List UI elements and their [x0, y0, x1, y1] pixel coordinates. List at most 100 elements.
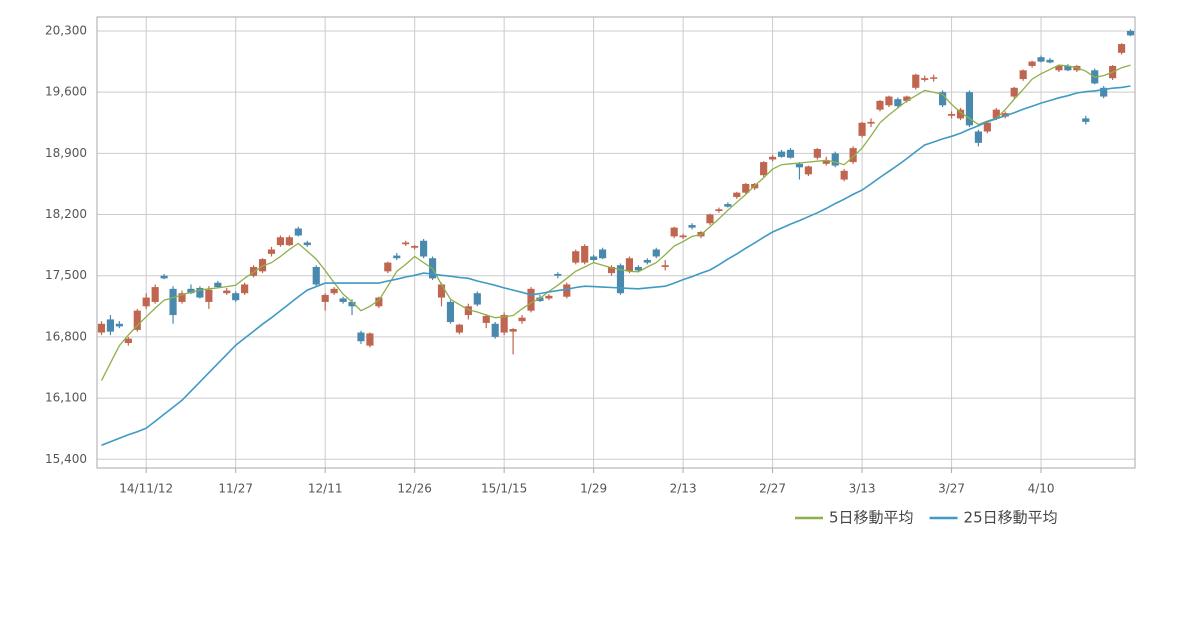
candle-body — [1117, 44, 1126, 53]
candle-body — [223, 290, 231, 294]
candle-body — [1055, 65, 1063, 71]
candle-body — [115, 323, 123, 327]
candle-body — [804, 166, 812, 175]
candle-body — [939, 92, 947, 106]
candle-body — [518, 317, 526, 322]
candle-body — [894, 99, 902, 107]
candle-body — [1082, 118, 1090, 122]
candle-body — [760, 162, 768, 176]
candle-body — [625, 258, 634, 272]
candle-body — [947, 114, 956, 116]
ma-line — [100, 64, 1131, 381]
candle-body — [455, 324, 463, 333]
candle-body — [769, 156, 777, 160]
candle-body — [464, 306, 472, 316]
candle-body — [858, 122, 866, 136]
candle-body — [294, 228, 302, 236]
ma-line — [101, 85, 1131, 447]
candle-body — [554, 273, 562, 276]
candle-body — [482, 315, 490, 323]
candle-body — [590, 256, 598, 260]
candle-body — [178, 293, 186, 302]
candle-body — [232, 293, 240, 301]
candle-body — [974, 131, 982, 143]
candle-body — [348, 301, 356, 307]
candle-body — [527, 288, 535, 311]
candle-body — [885, 96, 893, 106]
x-tick-label: 11/27 — [218, 482, 253, 496]
candle-body — [303, 242, 311, 246]
candle-body — [250, 266, 258, 276]
candle-body — [733, 192, 741, 198]
candle-body — [867, 121, 875, 124]
x-tick-label: 3/13 — [849, 482, 876, 496]
candle-body — [1010, 87, 1018, 97]
candle-body — [652, 249, 660, 257]
candle-body — [1019, 70, 1027, 80]
x-tick-label: 2/27 — [759, 482, 786, 496]
x-tick-label: 2/13 — [670, 482, 697, 496]
candle-body — [965, 92, 974, 126]
candle-body — [912, 74, 920, 88]
candle-body — [321, 294, 329, 302]
candle-body — [420, 240, 428, 257]
candle-body — [679, 235, 687, 238]
candle-body — [276, 237, 285, 246]
candle-body — [536, 297, 544, 302]
candle-body — [572, 251, 580, 263]
candle-body — [437, 284, 446, 298]
candle-body — [357, 332, 365, 342]
legend-label: 25日移動平均 — [964, 509, 1058, 527]
candle-body — [607, 266, 616, 274]
candle-body — [956, 109, 965, 119]
candle-body — [545, 295, 553, 299]
candle-body — [446, 301, 455, 323]
candle-body — [1028, 61, 1036, 66]
candle-body — [876, 100, 884, 110]
candle-body — [258, 259, 267, 272]
candle-body — [643, 259, 651, 263]
candle-body — [285, 237, 293, 246]
candle-body — [849, 148, 857, 163]
candle-body — [500, 315, 508, 333]
x-tick-label: 14/11/12 — [119, 482, 173, 496]
candle-body — [1001, 113, 1009, 117]
candle-body — [491, 323, 499, 337]
x-tick-label: 15/1/15 — [481, 482, 527, 496]
candle-body — [903, 96, 911, 101]
candle-body — [670, 227, 678, 237]
y-tick-label: 16,100 — [45, 391, 87, 405]
x-tick-label: 12/11 — [308, 482, 343, 496]
candle-body — [196, 287, 204, 298]
legend-label: 5日移動平均 — [829, 509, 914, 527]
candle-body — [634, 266, 642, 271]
candle-body — [930, 77, 938, 79]
y-tick-label: 20,300 — [45, 23, 87, 37]
candle-body — [777, 151, 786, 157]
candle-body — [983, 122, 991, 132]
x-tick-label: 12/26 — [397, 482, 432, 496]
y-tick-label: 17,500 — [45, 268, 87, 282]
candle-body — [411, 245, 419, 248]
candle-body — [187, 288, 195, 294]
candle-body — [312, 266, 320, 285]
candle-body — [840, 170, 848, 180]
candle-body — [1064, 65, 1072, 71]
candle-body — [402, 242, 410, 245]
candle-body — [509, 329, 517, 332]
candle-body — [366, 333, 374, 346]
candle-body — [706, 214, 714, 224]
candle-body — [661, 265, 669, 267]
candle-body — [142, 297, 150, 307]
candle-body — [822, 160, 830, 164]
candle-body — [563, 284, 571, 297]
candle-body — [267, 249, 276, 254]
candle-body — [214, 282, 222, 288]
candle-body — [1046, 59, 1054, 63]
legend: 5日移動平均 25日移動平均 — [795, 509, 1058, 527]
y-tick-label: 18,900 — [45, 146, 87, 160]
candle-body — [393, 255, 401, 259]
candle-body — [205, 289, 213, 302]
